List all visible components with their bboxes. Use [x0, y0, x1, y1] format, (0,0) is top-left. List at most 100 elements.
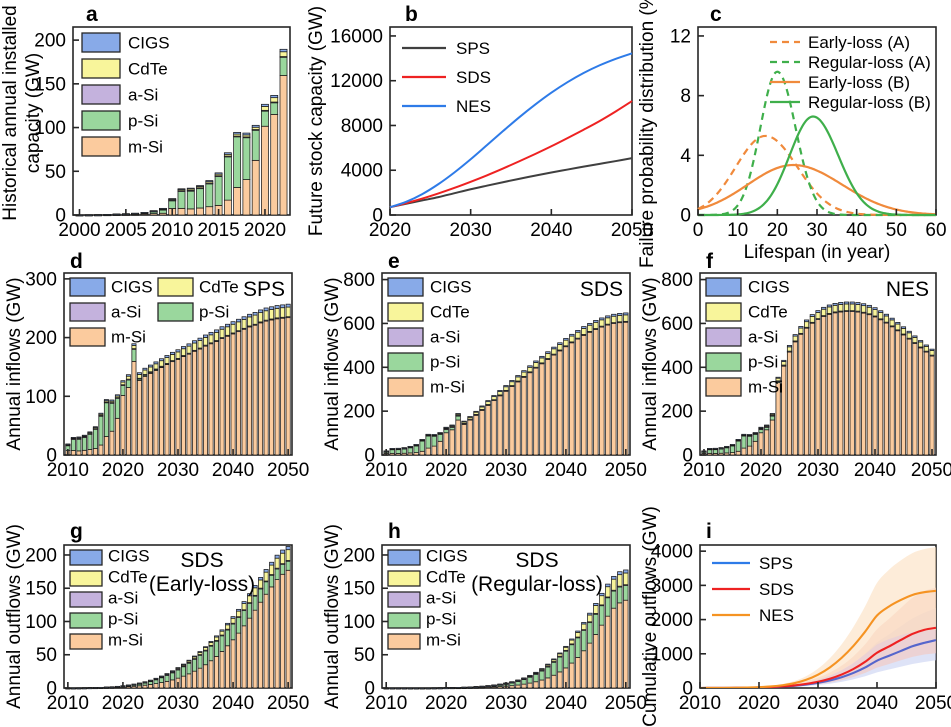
legend-swatch-a-si [387, 591, 421, 608]
bar-segment [741, 434, 747, 449]
legend-label-nes: NES [759, 606, 794, 625]
bar-segment [98, 444, 104, 456]
bar-segment [533, 681, 539, 689]
legend-swatch-p-si [387, 352, 424, 372]
bar-segment [467, 686, 473, 689]
bar-segment [473, 410, 479, 413]
bar-segment [263, 593, 269, 689]
line-nes [389, 52, 633, 209]
bar-segment [225, 326, 231, 336]
bar-segment [485, 404, 491, 456]
bar-segment [557, 671, 563, 689]
bar-segment [230, 622, 236, 641]
bar-segment [545, 665, 551, 679]
bar-segment [203, 345, 209, 456]
bar-segment [192, 670, 197, 689]
bar-segment [491, 396, 497, 401]
bar-segment [241, 319, 247, 329]
bar-segment [593, 321, 599, 329]
bar-segment [563, 338, 569, 341]
bar-segment [509, 381, 515, 386]
bar-segment [70, 450, 76, 456]
bar-segment [533, 367, 539, 456]
bar-segment [251, 129, 260, 161]
panel-subtitle-early-loss: (Early-loss) [149, 573, 255, 596]
bar-segment [177, 207, 186, 216]
bar-segment [581, 326, 587, 329]
bar-segment [605, 317, 611, 325]
legend-label-a-si: a-Si [426, 589, 456, 608]
bar-segment [752, 432, 758, 434]
legend-label-p-si: p-Si [430, 353, 460, 372]
bar-segment [280, 552, 286, 565]
bar-segment [878, 318, 884, 456]
bar-segment [545, 663, 551, 666]
x-tick-label: 2010 [683, 460, 725, 481]
bar-segment [798, 327, 804, 334]
bar-segment [223, 156, 232, 201]
bar-segment [285, 549, 291, 561]
bar-segment [258, 309, 264, 314]
bar-segment [769, 413, 775, 415]
bar-segment [98, 415, 104, 446]
bar-segment [821, 315, 827, 456]
bar-segment [425, 687, 431, 690]
y-tick-label: 600 [343, 314, 375, 335]
bar-segment [170, 679, 175, 689]
bar-segment [849, 303, 855, 312]
bar-segment [214, 175, 223, 206]
bar-segment [233, 135, 242, 188]
bar-segment [804, 321, 810, 328]
line-sps [389, 157, 633, 209]
bar-segment [735, 439, 741, 441]
bar-segment [575, 330, 581, 333]
bar-segment [181, 346, 186, 350]
bar-segment [131, 360, 137, 456]
bar-segment [918, 340, 924, 343]
y-tick-label: 100 [25, 387, 57, 408]
x-tick-label: 2030 [485, 693, 527, 714]
bar-segment [203, 337, 209, 346]
bar-segment [247, 595, 253, 604]
bar-segment [153, 677, 159, 680]
legend-label-p-si: p-Si [108, 610, 138, 629]
panel-d: 0 100 200 300 2010 2020 2030 2040 2050 d Annual in… [4, 250, 309, 481]
bar-segment [503, 386, 509, 391]
bar-segment [563, 645, 569, 648]
bar-segment [236, 318, 242, 323]
x-tick-label: 2050 [611, 220, 653, 241]
x-tick-label: 2040 [856, 693, 898, 714]
legend-label-cigs: CIGS [748, 278, 790, 297]
legend-label-a-si: a-Si [748, 328, 778, 347]
bar-segment [849, 301, 855, 305]
bar-segment [230, 617, 236, 624]
y-tick-label: 0 [364, 679, 375, 700]
bar-segment [219, 630, 225, 636]
bar-segment [509, 380, 515, 383]
bar-segment [252, 595, 258, 611]
bar-segment [395, 687, 401, 690]
bar-segment [545, 677, 551, 689]
bar-segment [251, 124, 260, 128]
bar-segment [866, 306, 872, 315]
bar-segment [792, 334, 798, 337]
bar-segment [764, 424, 770, 427]
bar-segment [557, 655, 563, 673]
bar-segment [125, 378, 131, 388]
bar-segment [569, 662, 575, 689]
y-axis-label: Historical annual installed [0, 5, 21, 220]
bar-segment [533, 673, 539, 683]
bar-segment [223, 199, 232, 216]
bar-segment [142, 369, 148, 375]
y-tick-label: 2000 [651, 610, 693, 631]
bar-segment [509, 681, 515, 683]
bar-segment [236, 321, 242, 332]
bar-segment [611, 313, 617, 317]
bar-segment [872, 309, 878, 317]
bar-segment [270, 95, 279, 99]
bar-segment [225, 645, 231, 689]
bar-segment [279, 75, 288, 216]
bar-segment [153, 683, 159, 689]
curve-early-loss-b- [697, 163, 937, 216]
bar-segment [214, 635, 220, 638]
